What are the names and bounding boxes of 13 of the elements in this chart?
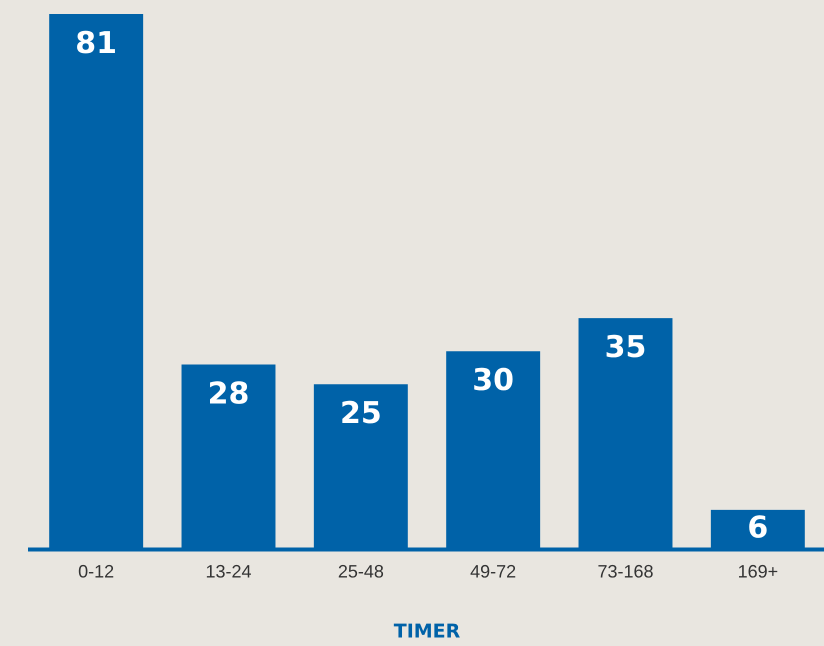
x-tick-label: 73-168 <box>597 561 654 582</box>
x-tick-label: 0-12 <box>78 561 114 582</box>
data-label: 28 <box>208 376 250 412</box>
data-label: 35 <box>604 330 646 365</box>
x-tick-label: 49-72 <box>470 561 516 582</box>
x-tick-label: 25-48 <box>338 561 384 582</box>
data-label: 81 <box>75 26 118 61</box>
x-axis-title: TIMER <box>394 620 461 643</box>
x-tick-label: 169+ <box>738 561 778 582</box>
x-tick-label: 13-24 <box>205 561 252 582</box>
data-label: 30 <box>472 363 514 398</box>
data-label: 25 <box>340 396 382 432</box>
data-label: 6 <box>747 510 768 546</box>
